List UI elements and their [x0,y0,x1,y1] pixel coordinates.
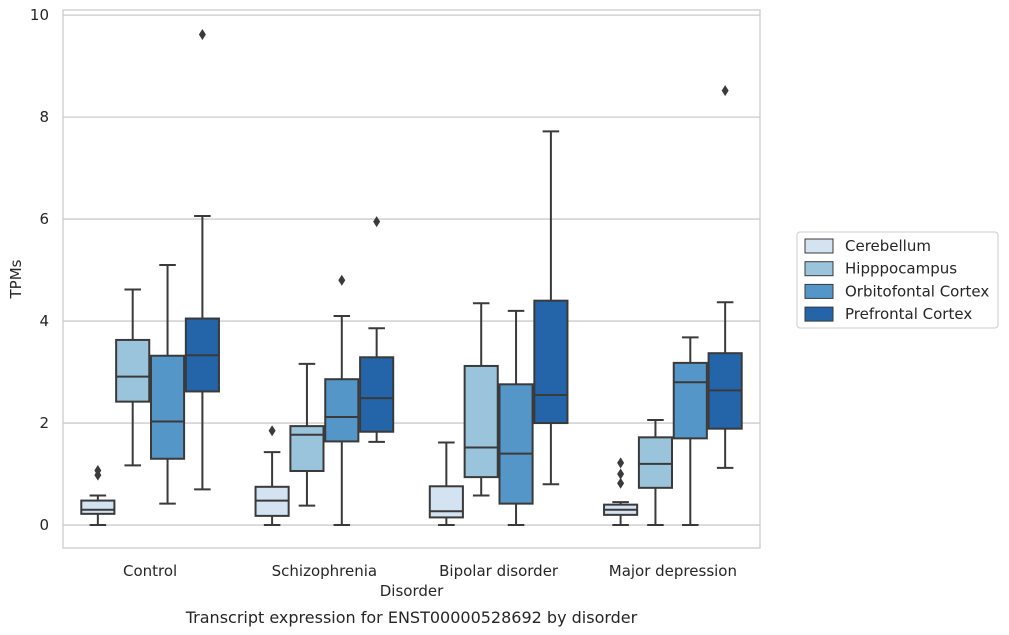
y-tick-label: 2 [39,414,49,432]
outlier-point [94,464,102,476]
legend-frame [796,231,999,329]
x-tick-label: Schizophrenia [272,562,377,580]
box-body [115,338,151,403]
box-body [149,354,186,460]
box-1-2 [463,302,499,497]
legend-label: Hipppocampus [845,260,957,278]
legend-label: Cerebellum [845,237,931,255]
legend-swatch [804,238,834,254]
box-0-2 [428,441,464,527]
box-2-2 [498,309,534,527]
y-tick-label: 4 [39,312,49,330]
box-body [463,364,499,479]
box-3-3 [707,85,743,469]
box-1-1 [289,362,325,507]
y-tick-label: 8 [39,108,49,126]
box-0-0 [80,464,116,527]
box-2-3 [672,336,708,527]
legend-swatch [804,283,834,299]
box-2-0 [149,263,186,505]
x-tick-label: Control [123,562,177,580]
outlier-point [617,457,625,469]
x-axis-ticks: Control Schizophrenia Bipolar disorder Majo… [123,562,737,580]
box-body [80,499,116,515]
box-1-3 [637,419,674,527]
box-body [428,485,464,519]
outlier-point [338,274,346,286]
outlier-point [721,85,729,97]
x-tick-label: Bipolar disorder [439,562,559,580]
outlier-point [373,216,381,228]
box-body [533,299,569,425]
box-body [637,436,674,489]
y-tick-label: 0 [39,516,49,534]
box-body [359,356,395,433]
box-0-1 [254,425,290,527]
legend: Cerebellum Hipppocampus Orbitofontal Corte… [796,231,999,329]
box-body [324,378,360,443]
x-axis-title: Disorder [380,582,444,600]
plot-area-frame [62,9,761,549]
chart-caption: Transcript expression for ENST0000052869… [185,608,638,627]
outlier-point [198,28,206,40]
box-0-3 [603,457,639,527]
legend-swatch [804,261,834,277]
outlier-point [617,468,625,480]
legend-label: Orbitofontal Cortex [845,282,989,300]
box-2-1 [324,274,360,527]
box-body [672,361,708,440]
y-axis-title: TPMs [7,259,25,299]
outlier-point [617,477,625,489]
x-tick-label: Major depression [609,562,737,580]
box-series-group [80,28,743,527]
legend-swatch [804,306,834,322]
y-tick-label: 6 [39,210,49,228]
box-3-1 [359,216,395,443]
outlier-point [268,425,276,437]
y-tick-label: 10 [30,6,49,24]
box-body [498,383,534,505]
y-axis-ticks: 0 2 4 6 8 10 [30,6,49,534]
box-3-2 [533,130,569,486]
box-3-0 [184,28,220,491]
legend-label: Prefrontal Cortex [845,305,972,323]
box-1-0 [115,288,151,467]
box-body [289,425,325,472]
